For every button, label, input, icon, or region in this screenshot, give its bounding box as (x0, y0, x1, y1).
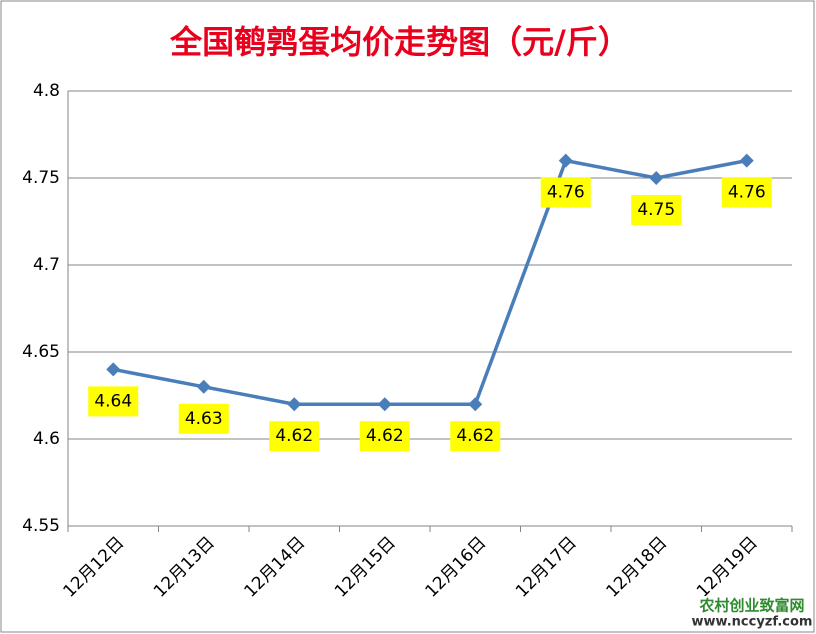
y-tick-label: 4.8 (33, 81, 60, 101)
label-bg (88, 386, 139, 417)
watermark-name: 农村创业致富网 (698, 597, 804, 615)
data-label: 4.75 (637, 200, 675, 220)
y-tick-label: 4.55 (22, 516, 60, 536)
y-tick-label: 4.6 (33, 429, 60, 449)
series-line (112, 158, 748, 406)
label-bg (450, 421, 501, 452)
y-tick-label: 4.65 (22, 342, 60, 362)
data-label: 4.62 (456, 426, 494, 446)
chart-title: 全国鹌鹑蛋均价走势图（元/斤） (169, 23, 630, 61)
watermark-url: www.nccyzf.com (692, 615, 813, 630)
point (739, 153, 754, 168)
data-label: 4.76 (728, 183, 766, 203)
point (106, 362, 121, 377)
data-label: 4.62 (366, 426, 404, 446)
point (196, 379, 211, 394)
point (468, 397, 483, 412)
label-bg (721, 177, 772, 208)
y-tick-label: 4.75 (22, 168, 60, 188)
label-bg (269, 421, 320, 452)
label-bg (540, 177, 591, 208)
y-tick-label: 4.7 (33, 255, 60, 275)
point (558, 153, 573, 168)
data-label: 4.64 (94, 391, 132, 411)
data-label: 4.62 (275, 426, 313, 446)
label-bg (359, 421, 410, 452)
point (287, 397, 302, 412)
data-label: 4.63 (185, 409, 223, 429)
label-bg (631, 195, 682, 225)
data-label: 4.76 (547, 183, 585, 203)
watermark-bg (692, 596, 810, 630)
point (649, 171, 664, 185)
point (377, 397, 392, 412)
label-bg (178, 403, 229, 434)
